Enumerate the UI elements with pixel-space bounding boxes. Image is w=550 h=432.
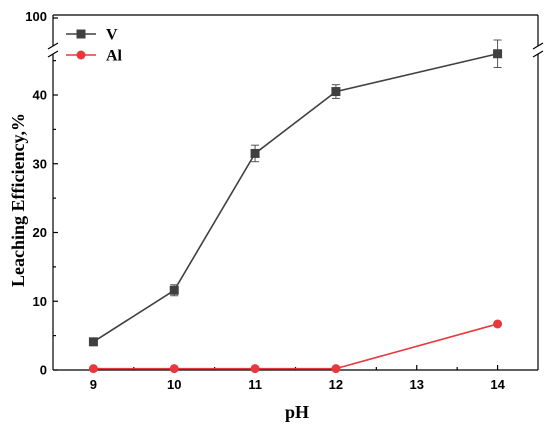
y-tick-label: 0 xyxy=(40,363,47,378)
legend-label-al: Al xyxy=(106,48,123,65)
data-point-v xyxy=(88,337,98,347)
x-axis-title: pH xyxy=(285,402,309,422)
y-axis-title: Leaching Efficiency,% xyxy=(8,113,28,287)
plot-area: 0 10 20 30 40 9 10 11 12 13 14 xyxy=(33,14,544,392)
y-tick-label: 40 xyxy=(33,88,47,103)
data-point-v xyxy=(250,148,260,158)
data-point-al xyxy=(250,364,260,374)
axis-break-mark xyxy=(47,50,59,58)
legend-marker-v xyxy=(76,29,86,39)
data-point-al xyxy=(331,364,341,374)
legend-marker-al xyxy=(76,50,86,60)
data-point-al xyxy=(88,364,98,374)
legend-label-v: V xyxy=(106,27,118,44)
axis-break-mark xyxy=(532,42,544,50)
legend: V Al xyxy=(66,27,123,65)
x-tick-label: 13 xyxy=(410,377,424,392)
axis-break-mark xyxy=(47,42,59,50)
y-break-top-label: 100 xyxy=(25,9,47,24)
data-point-al xyxy=(493,319,503,329)
series-line-v xyxy=(92,52,498,343)
data-point-al xyxy=(169,364,179,374)
y-tick-label: 10 xyxy=(33,294,47,309)
x-tick-label: 10 xyxy=(167,377,181,392)
axis-break-mark xyxy=(532,50,544,58)
y-tick-label: 30 xyxy=(33,156,47,171)
y-tick-label: 20 xyxy=(33,225,47,240)
data-point-v xyxy=(331,87,341,97)
data-point-v xyxy=(169,285,179,295)
x-tick-label: 11 xyxy=(248,377,262,392)
x-tick-label: 14 xyxy=(490,377,505,392)
series-line-al xyxy=(93,323,498,370)
x-tick-label: 9 xyxy=(90,377,97,392)
data-point-v xyxy=(493,49,503,59)
x-tick-label: 12 xyxy=(329,377,343,392)
